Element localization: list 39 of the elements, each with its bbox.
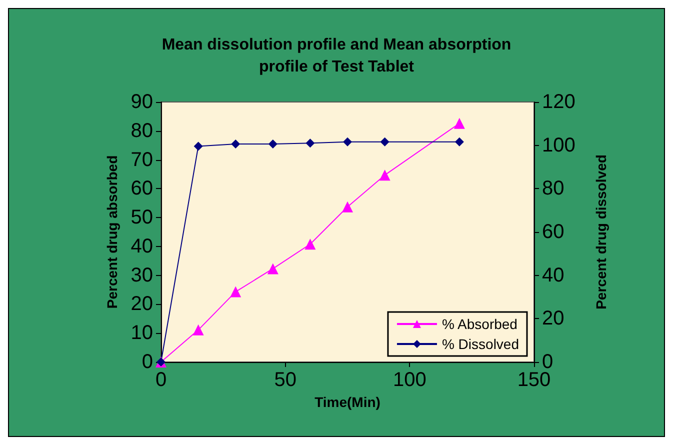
legend-label: % Absorbed: [442, 316, 518, 332]
y-tick-label: 60: [130, 178, 153, 200]
y2-tick-label: 80: [542, 178, 564, 200]
point: [379, 170, 390, 181]
point: [306, 138, 315, 148]
x-tick-label: 0: [155, 369, 167, 391]
y2-axis-title: Percent drug dissolved: [593, 154, 609, 310]
y-tick-label: 50: [130, 206, 153, 229]
point: [304, 238, 316, 250]
x-tick-label: 100: [392, 369, 426, 391]
y-tick-label: 40: [130, 235, 153, 258]
point: [454, 118, 465, 129]
x-tick-label: 50: [274, 369, 296, 391]
y-tick-label: 20: [130, 293, 153, 316]
y2-tick-label: 120: [542, 91, 576, 113]
point: [230, 286, 242, 298]
y2-tick-label: 40: [542, 264, 564, 286]
y-axis-title: Percent drug absorbed: [104, 155, 120, 309]
point: [454, 137, 464, 146]
x-axis-title: Time(Min): [314, 394, 380, 410]
y2-tick-label: 100: [542, 134, 576, 156]
point: [194, 142, 203, 151]
point: [192, 324, 204, 336]
y-tick-label: 70: [130, 148, 153, 171]
legend-label: % Dissolved: [442, 336, 520, 352]
point: [231, 140, 240, 149]
point: [268, 140, 278, 149]
y-tick-label: 30: [130, 264, 153, 286]
y-tick-label: 90: [130, 91, 153, 113]
y2-tick-label: 20: [542, 308, 564, 330]
chart-title: Mean dissolution profile and Mean absorption profile of Test Tablet: [162, 36, 512, 76]
point: [267, 263, 278, 274]
point: [342, 201, 353, 212]
point: [343, 137, 352, 146]
y-tick-label: 80: [130, 120, 153, 142]
y-tick-label: 10: [130, 322, 153, 344]
y2-tick-label: 60: [542, 221, 564, 243]
point: [380, 137, 390, 146]
y-tick-label: 0: [142, 351, 153, 373]
